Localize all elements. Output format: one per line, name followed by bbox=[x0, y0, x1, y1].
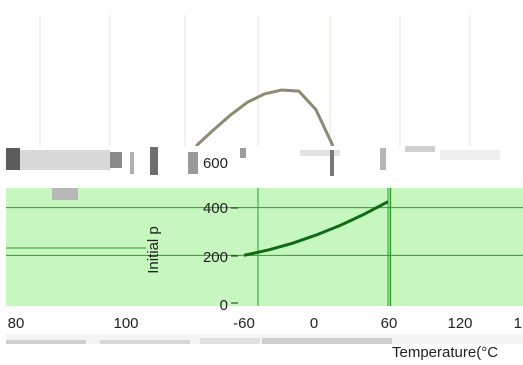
lower-chart-gridlines bbox=[6, 188, 523, 306]
strip-fragment bbox=[262, 338, 392, 344]
y-tick-label-400: 400 bbox=[203, 200, 228, 217]
glitch-band bbox=[6, 146, 523, 200]
x-axis-title: Temperature(°C bbox=[392, 344, 498, 360]
accent-gray-block bbox=[52, 188, 78, 200]
y-tick-label-600: 600 bbox=[203, 155, 228, 172]
strip-fragment bbox=[6, 340, 86, 344]
band-fragment bbox=[130, 152, 134, 174]
strip-fragment bbox=[6, 352, 523, 360]
band-fragment bbox=[20, 150, 110, 170]
strip-fragment bbox=[200, 338, 260, 344]
band-fragment bbox=[300, 150, 340, 156]
temperature-series-line bbox=[243, 200, 389, 257]
x-tick-label-partial: 1 bbox=[514, 315, 522, 332]
band-fragment bbox=[110, 152, 122, 168]
band-fragment bbox=[188, 152, 198, 174]
left-plot-panel-fill bbox=[6, 188, 146, 306]
band-fragment bbox=[150, 147, 158, 175]
x-tick-label-minus60: -60 bbox=[233, 315, 255, 332]
y-axis-title: Initial p bbox=[145, 226, 162, 274]
x-tick-label-0: 0 bbox=[310, 315, 318, 332]
bottom-glitch-strip bbox=[6, 334, 523, 360]
x-tick-label-60: 60 bbox=[381, 315, 398, 332]
x-tick-label-100: 100 bbox=[113, 315, 138, 332]
band-fragment bbox=[6, 178, 186, 188]
strip-fragment bbox=[100, 340, 190, 344]
gray-series-line bbox=[194, 88, 335, 148]
x-tick-label-80: 80 bbox=[8, 315, 25, 332]
band-fragment bbox=[240, 148, 246, 158]
y-tick-label-0: 0 bbox=[220, 297, 228, 314]
band-fragment bbox=[330, 150, 334, 176]
band-fragment bbox=[440, 150, 500, 160]
band-fragment bbox=[6, 148, 20, 170]
band-fragment bbox=[405, 146, 435, 152]
upper-chart-gridlines bbox=[39, 15, 471, 150]
y-tick-label-200: 200 bbox=[203, 249, 228, 266]
x-tick-label-120: 120 bbox=[447, 315, 472, 332]
band-fragment bbox=[380, 148, 386, 170]
